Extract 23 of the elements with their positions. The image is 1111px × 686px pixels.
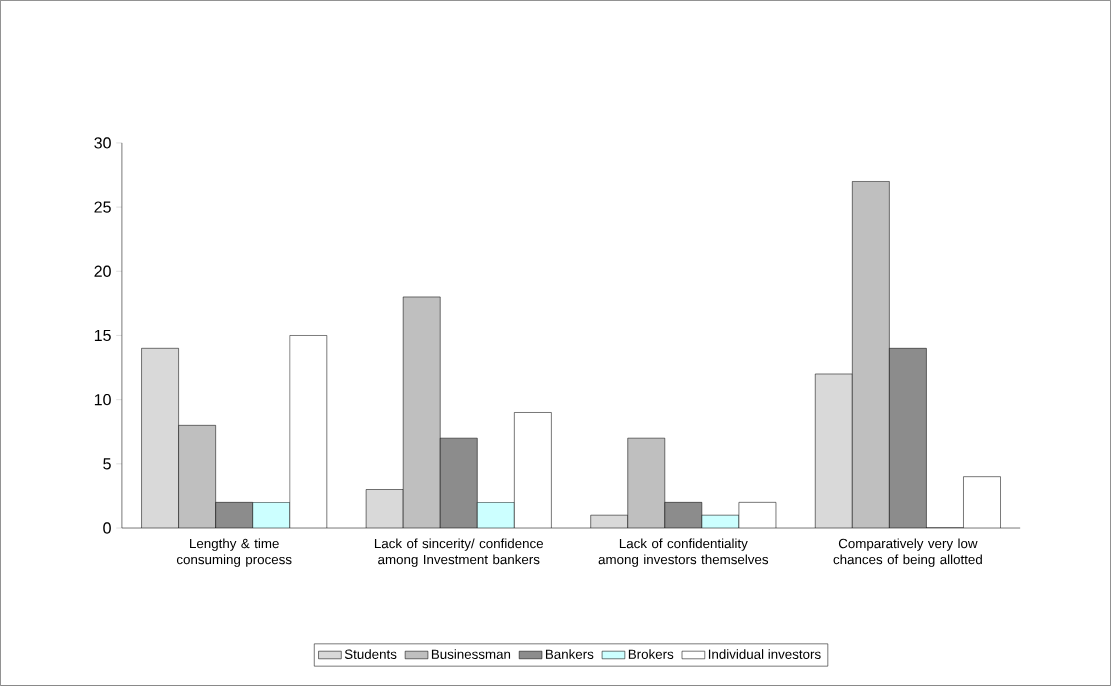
y-tick-label: 10: [94, 394, 111, 406]
x-tick-label: Lack of sincerity/ confidence among Investment bankers: [374, 538, 544, 567]
bar: [366, 489, 404, 529]
y-tick-label: 30: [94, 137, 111, 149]
x-tick-label: Lengthy & time consuming process: [176, 538, 292, 567]
y-tick-label: 15: [94, 329, 111, 342]
bar: [215, 502, 253, 529]
bar: [440, 438, 478, 529]
x-tick-label: Lack of confidentiality among investors themselves: [598, 538, 769, 567]
bar: [141, 348, 179, 529]
legend-label: Bankers: [545, 649, 594, 659]
y-tick-label: 20: [94, 265, 111, 277]
legend-label: Businessman: [431, 649, 511, 659]
y-tick-label: 0: [103, 522, 111, 534]
bar: [814, 373, 853, 529]
legend-label: Individual investors: [708, 649, 821, 659]
y-tick-label: 25: [94, 201, 111, 213]
legend-label: Students: [344, 649, 397, 659]
bar: [664, 502, 702, 529]
x-tick-label: Comparatively very low chances of being allotted: [833, 538, 982, 567]
legend-label: Brokers: [628, 649, 674, 659]
bar: [889, 348, 927, 529]
y-tick-label: 5: [103, 458, 111, 470]
